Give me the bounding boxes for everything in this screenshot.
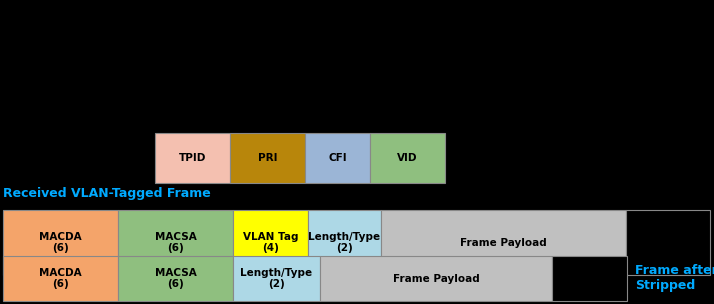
Text: Received VLAN-Tagged Frame: Received VLAN-Tagged Frame [3,187,211,200]
Text: Length/Type
(2): Length/Type (2) [308,232,381,253]
Bar [381,210,626,275]
Bar [233,256,320,301]
Text: Frame after VLAN Tag
Stripped: Frame after VLAN Tag Stripped [635,264,714,292]
Text: MACDA
(6): MACDA (6) [39,268,82,289]
Bar [3,210,118,275]
Bar [3,256,118,301]
Bar [118,256,233,301]
Bar [233,210,308,275]
Bar [155,133,230,183]
Text: VID: VID [397,153,418,163]
Text: PRI: PRI [258,153,277,163]
Text: Frame Payload: Frame Payload [460,237,547,247]
Text: Length/Type
(2): Length/Type (2) [241,268,313,289]
Bar [626,210,710,275]
Bar [370,133,445,183]
Text: VLAN Tag
(4): VLAN Tag (4) [243,232,298,253]
Text: CFI: CFI [328,153,347,163]
Text: MACDA
(6): MACDA (6) [39,232,82,253]
Bar [230,133,305,183]
Bar [552,256,627,301]
Text: MACSA
(6): MACSA (6) [155,268,196,289]
Bar [305,133,370,183]
Bar [320,256,552,301]
Text: MACSA
(6): MACSA (6) [155,232,196,253]
Text: TPID: TPID [178,153,206,163]
Bar [308,210,381,275]
Bar [118,210,233,275]
Text: Frame Payload: Frame Payload [393,274,479,284]
